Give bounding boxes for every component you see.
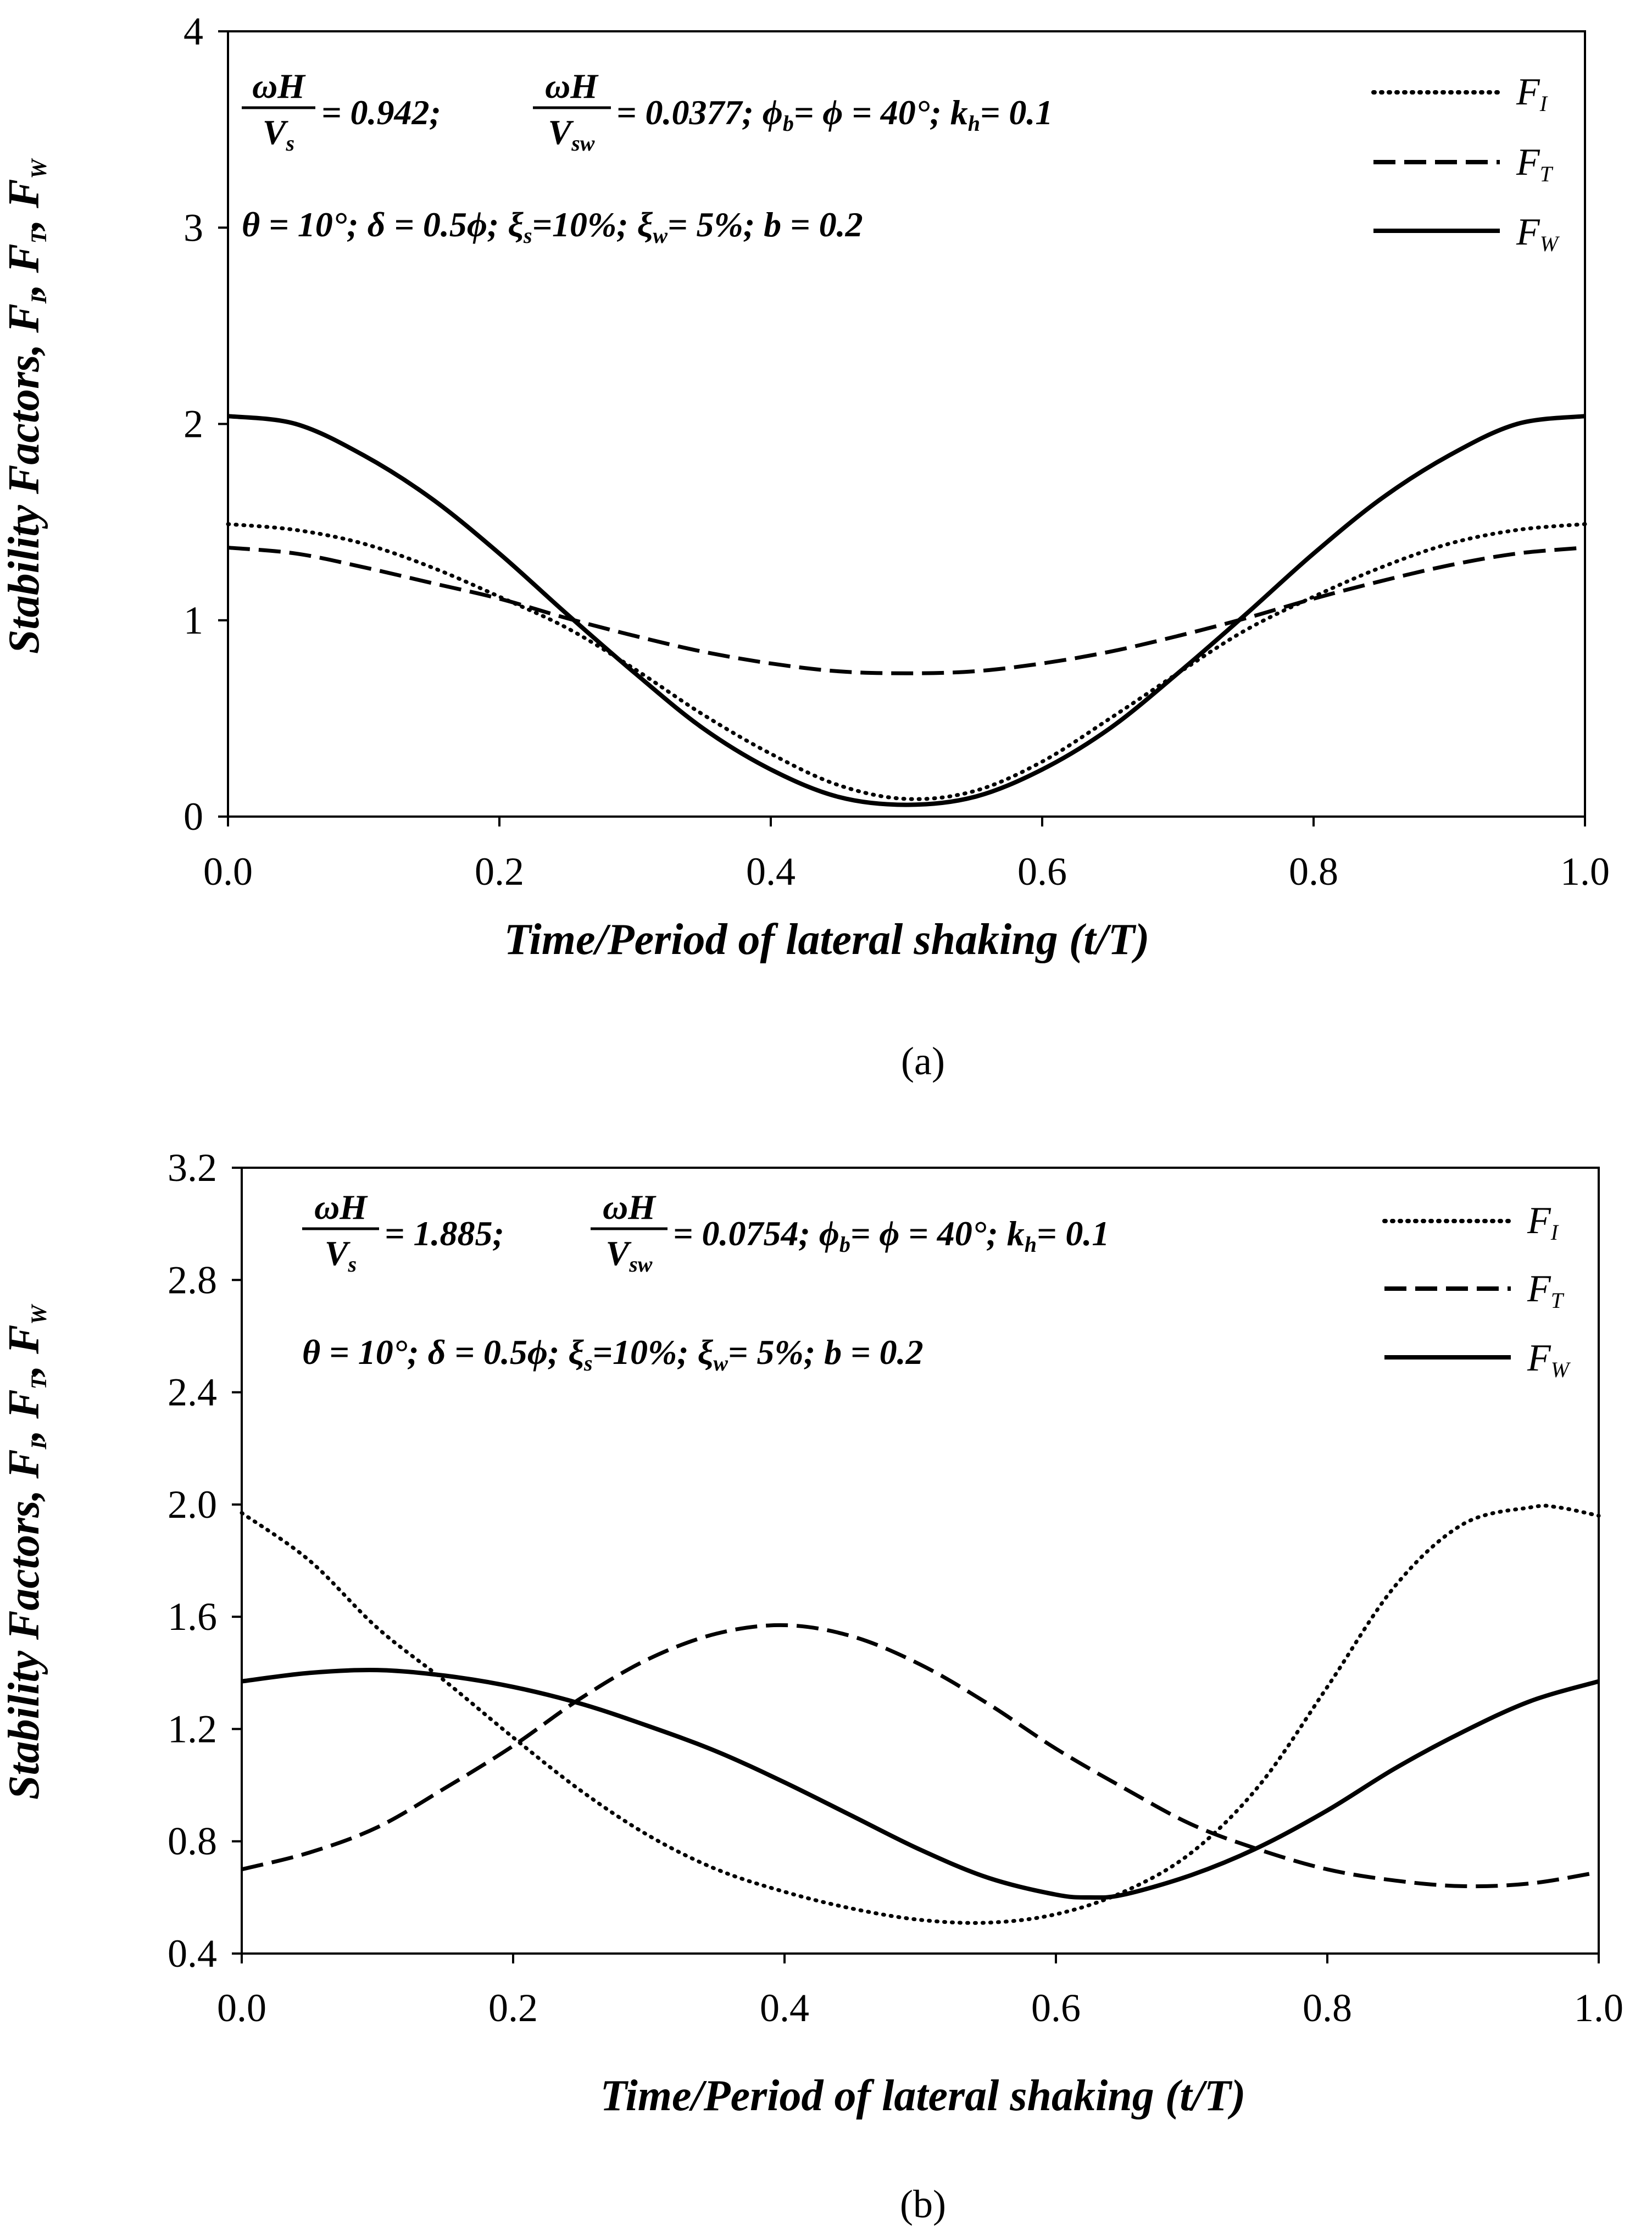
legend-label-ft: FT: [1516, 141, 1554, 186]
y-tick-label: 4: [183, 9, 203, 53]
annotation-frac1-den: Vs: [263, 113, 294, 156]
annotation-b-value1: = 1.885;: [385, 1214, 504, 1253]
x-tick-label: 1.0: [1574, 1986, 1623, 2030]
panel-a: Stability Factors, FI, FT, FW 0.0 0.2 0.4 0…: [0, 9, 1610, 1083]
x-tick-label: 0.0: [203, 850, 253, 894]
annotation-b-frac2-den: Vsw: [606, 1234, 653, 1277]
annotation-b: ωH Vs = 1.885; ωH Vsw = 0.0754; ϕb= ϕ = …: [302, 1188, 1109, 1375]
y-tick-label: 2.0: [168, 1483, 217, 1527]
panel-caption-a: (a): [901, 1039, 945, 1083]
legend-b-label-fw: FW: [1527, 1337, 1571, 1382]
panel-b: Stability Factors, FI, FT, FW 0.0 0.2 0.4 0…: [0, 1146, 1623, 2226]
plot-frame: [241, 1167, 1600, 1955]
y-tick-label: 1: [183, 598, 203, 642]
annotation-a: ωH Vs = 0.942; ωH Vsw = 0.0377; ϕb= ϕ = …: [242, 66, 1053, 248]
x-tick-label: 0.4: [760, 1986, 809, 2030]
series-line-fi: [240, 1503, 1601, 1925]
annotation-value1: = 0.942;: [321, 93, 441, 132]
tick-labels-b: 0.0 0.2 0.4 0.6 0.8 1.0 0.4 0.8 1.2 1.6 2.0 2.4 2.8 3…: [168, 1146, 1623, 2030]
x-axis-label-b: Time/Period of lateral shaking (t/T): [600, 2072, 1246, 2120]
y-tick-label: 1.6: [168, 1595, 217, 1639]
x-tick-label: 0.2: [475, 850, 524, 894]
annotation-frac2-num: ωH: [545, 66, 599, 106]
legend-b-label-fi: FI: [1527, 1200, 1559, 1245]
y-tick-label: 3: [183, 206, 203, 249]
y-tick-label: 2: [183, 402, 203, 446]
series-line-ft: [227, 546, 1586, 675]
panel-caption-b: (b): [900, 2182, 946, 2226]
x-tick-label: 0.4: [746, 850, 796, 894]
x-tick-label: 1.0: [1560, 850, 1610, 894]
y-tick-label: 2.8: [168, 1258, 217, 1302]
annotation-frac1-num: ωH: [252, 66, 306, 106]
tick-labels-a: 0.0 0.2 0.4 0.6 0.8 1.0 0 1 2 3 4: [183, 9, 1610, 894]
x-tick-label: 0.8: [1289, 850, 1338, 894]
y-axis-label-a: Stability Factors, FI, FT, FW: [0, 158, 51, 654]
annotation-b-params-line1: = 0.0754; ϕb= ϕ = 40°; kh= 0.1: [673, 1214, 1109, 1257]
legend-a: FI FT FW: [1371, 71, 1560, 256]
legend-b-label-ft: FT: [1527, 1268, 1565, 1313]
y-tick-label: 0.4: [168, 1932, 217, 1976]
annotation-b-params-line2: θ = 10°; δ = 0.5ϕ; ξs=10%; ξw= 5%; b = 0…: [302, 1333, 924, 1375]
x-tick-label: 0.6: [1017, 850, 1067, 894]
plot-area-a: [218, 30, 1587, 826]
legend-label-fi: FI: [1516, 71, 1548, 116]
y-axis-label-b: Stability Factors, FI, FT, FW: [0, 1303, 51, 1800]
annotation-params-line1: = 0.0377; ϕb= ϕ = 40°; kh= 0.1: [616, 93, 1053, 136]
series-line-ft: [241, 1623, 1599, 1889]
plot-area-b: [232, 1167, 1601, 1963]
x-tick-label: 0.2: [488, 1986, 538, 2030]
series-line-fw: [241, 1668, 1600, 1900]
x-axis-label-a: Time/Period of lateral shaking (t/T): [504, 916, 1150, 964]
y-tick-label: 3.2: [168, 1146, 217, 1190]
series-line-fi: [226, 522, 1587, 801]
y-tick-label: 2.4: [168, 1371, 217, 1414]
annotation-b-frac2-num: ωH: [603, 1188, 657, 1227]
x-tick-label: 0.0: [217, 1986, 266, 2030]
legend-b: FI FT FW: [1382, 1200, 1571, 1382]
y-tick-label: 0.8: [168, 1819, 217, 1863]
legend-label-fw: FW: [1516, 211, 1560, 256]
x-tick-label: 0.8: [1303, 1986, 1352, 2030]
annotation-b-frac1-den: Vs: [325, 1234, 357, 1277]
annotation-frac2-den: Vsw: [548, 113, 595, 156]
annotation-b-frac1-num: ωH: [314, 1188, 368, 1227]
y-tick-label: 0: [183, 795, 203, 839]
y-tick-label: 1.2: [168, 1707, 217, 1751]
x-tick-label: 0.6: [1031, 1986, 1081, 2030]
series-line-fw: [227, 414, 1586, 807]
annotation-params-line2: θ = 10°; δ = 0.5ϕ; ξs=10%; ξw= 5%; b = 0…: [242, 205, 863, 248]
plot-frame: [227, 30, 1586, 818]
